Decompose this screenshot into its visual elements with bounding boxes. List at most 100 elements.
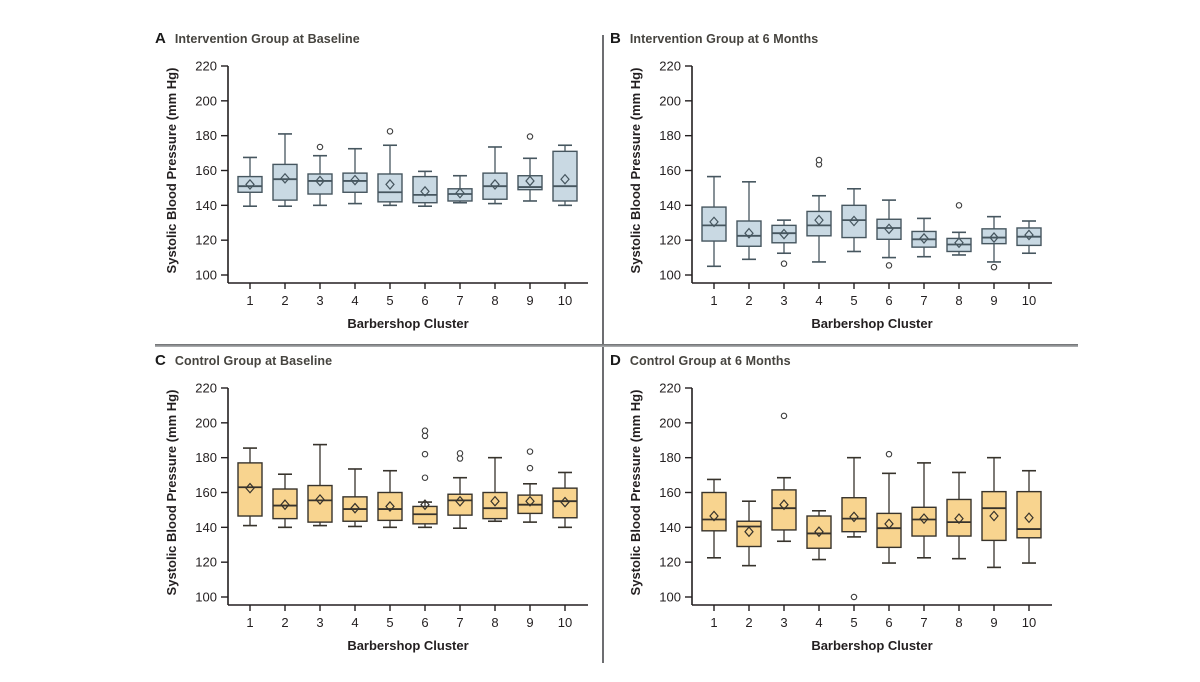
outlier-point — [526, 448, 534, 455]
y-tick-label: 120 — [659, 233, 681, 248]
box-cluster-4 — [342, 468, 368, 528]
box-cluster-8 — [946, 202, 972, 256]
x-tick-label: 5 — [850, 615, 857, 630]
y-tick-label: 180 — [659, 450, 681, 465]
mean-diamond — [455, 495, 465, 507]
y-tick-label: 120 — [659, 555, 681, 570]
mean-diamond — [385, 500, 395, 512]
mean-diamond — [709, 216, 719, 228]
box-cluster-3 — [771, 219, 797, 267]
mean-diamond — [954, 513, 964, 525]
mean-diamond — [849, 511, 859, 523]
box-cluster-7 — [911, 462, 937, 559]
box-cluster-5 — [377, 469, 403, 529]
box-cluster-9 — [517, 448, 543, 523]
mean-diamond — [744, 526, 754, 538]
box-cluster-9 — [981, 456, 1007, 569]
box-cluster-7 — [911, 217, 937, 258]
mean-diamond — [280, 172, 290, 184]
boxplot-intervention-baseline: 100 120 140 160 180 200 220 Systolic Blood Pres… — [164, 59, 588, 331]
box-cluster-2 — [272, 133, 298, 208]
y-tick-label: 140 — [659, 520, 681, 535]
mean-diamond — [709, 510, 719, 522]
x-tick-label: 3 — [316, 615, 323, 630]
mean-diamond — [350, 502, 360, 514]
x-tick-label: 7 — [920, 615, 927, 630]
mean-diamond — [560, 496, 570, 508]
y-tick-label: 160 — [659, 163, 681, 178]
x-tick-label: 6 — [885, 615, 892, 630]
box-cluster-7 — [447, 450, 473, 530]
outlier-point — [526, 133, 534, 140]
box-cluster-8 — [482, 456, 508, 523]
box-cluster-1 — [237, 447, 263, 527]
x-tick-label: 8 — [955, 293, 962, 308]
y-tick-label: 120 — [195, 233, 217, 248]
y-tick-label: 100 — [659, 590, 681, 605]
y-tick-label: 220 — [195, 59, 217, 74]
panel-title-text: Intervention Group at Baseline — [174, 32, 360, 46]
y-tick-label: 220 — [659, 381, 681, 396]
mean-diamond — [315, 493, 325, 505]
box-cluster-6 — [876, 199, 902, 269]
x-tick-label: 2 — [745, 615, 752, 630]
boxplot-control-baseline: 100 120 140 160 180 200 220 Systolic Blood Pres… — [164, 381, 588, 653]
box-cluster-3 — [307, 443, 333, 527]
panel-title-text: Control Group at 6 Months — [629, 354, 791, 368]
x-tick-label: 2 — [745, 293, 752, 308]
mean-diamond — [525, 495, 535, 507]
x-tick-label: 10 — [558, 615, 572, 630]
mean-diamond — [884, 518, 894, 530]
y-tick-label: 100 — [195, 268, 217, 283]
x-tick-label: 3 — [316, 293, 323, 308]
box-cluster-2 — [272, 473, 298, 529]
y-tick-label: 100 — [195, 590, 217, 605]
box-cluster-2 — [736, 181, 762, 261]
outlier-point — [780, 260, 788, 267]
y-axis-label: Systolic Blood Pressure (mm Hg) — [628, 68, 643, 274]
x-tick-label: 1 — [710, 293, 717, 308]
mean-diamond — [385, 178, 395, 190]
y-tick-label: 160 — [195, 485, 217, 500]
x-tick-label: 5 — [386, 293, 393, 308]
mean-diamond — [315, 175, 325, 187]
mean-diamond — [245, 482, 255, 494]
box-cluster-10 — [552, 144, 578, 207]
y-axis-label: Systolic Blood Pressure (mm Hg) — [164, 390, 179, 596]
outlier-point — [456, 450, 464, 457]
mean-diamond — [779, 499, 789, 511]
box-cluster-6 — [876, 450, 902, 564]
x-tick-label: 8 — [491, 293, 498, 308]
x-tick-label: 1 — [710, 615, 717, 630]
x-tick-label: 7 — [920, 293, 927, 308]
box-cluster-5 — [841, 456, 867, 601]
x-axis-label: Barbershop Cluster — [347, 316, 468, 331]
y-tick-label: 160 — [659, 485, 681, 500]
y-tick-label: 200 — [195, 93, 217, 108]
mean-diamond — [814, 214, 824, 226]
box-cluster-3 — [307, 143, 333, 207]
panel-d: D Control Group at 6 Months 100 120 140 160… — [604, 352, 1080, 667]
mean-diamond — [779, 228, 789, 240]
mean-diamond — [245, 178, 255, 190]
mean-diamond — [420, 185, 430, 197]
x-tick-label: 1 — [246, 615, 253, 630]
panel-c: C Control Group at Baseline 100 120 140 160… — [140, 352, 616, 667]
mean-diamond — [490, 495, 500, 507]
box-cluster-10 — [552, 471, 578, 529]
x-tick-label: 2 — [281, 615, 288, 630]
mean-diamond — [560, 173, 570, 185]
mean-diamond — [954, 237, 964, 249]
mean-diamond — [1024, 229, 1034, 241]
panel-b-title: B Intervention Group at 6 Months — [604, 30, 1080, 52]
outlier-point — [780, 412, 788, 420]
box-cluster-7 — [447, 174, 473, 204]
y-tick-label: 200 — [659, 93, 681, 108]
outlier-point — [990, 263, 998, 271]
x-tick-label: 7 — [456, 293, 463, 308]
mean-diamond — [849, 215, 859, 227]
y-tick-label: 200 — [195, 415, 217, 430]
box-cluster-4 — [806, 509, 832, 561]
panel-a-title: A Intervention Group at Baseline — [140, 30, 616, 52]
outlier-point — [421, 427, 429, 434]
